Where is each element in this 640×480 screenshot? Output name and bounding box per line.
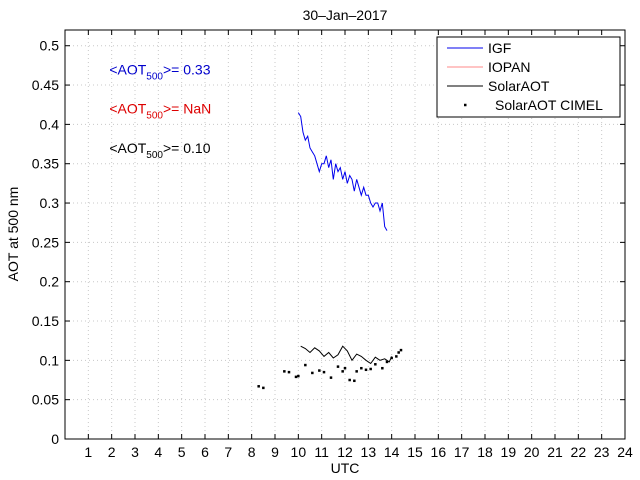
- annotation-prefix: <AOT: [109, 101, 146, 117]
- x-tick-label: 22: [571, 444, 587, 460]
- x-tick-label: 14: [384, 444, 400, 460]
- legend-label: SolarAOT CIMEL: [495, 97, 603, 113]
- annotation-subscript: 500: [146, 111, 163, 122]
- x-tick-label: 18: [477, 444, 493, 460]
- x-tick-label: 10: [291, 444, 307, 460]
- legend-box: [436, 36, 621, 118]
- legend-label: IOPAN: [488, 59, 531, 75]
- data-point: [343, 366, 347, 370]
- aot-annotation: <AOT500>= 0.33: [109, 61, 210, 82]
- y-tick-label: 0.35: [32, 156, 59, 172]
- y-axis-label: AOT at 500 nm: [5, 187, 21, 282]
- annotation-prefix: <AOT: [109, 140, 146, 156]
- data-point: [341, 370, 344, 373]
- data-point: [374, 363, 377, 366]
- x-tick-label: 2: [108, 444, 116, 460]
- annotation-value: >= NaN: [163, 101, 211, 117]
- legend-dot-swatch: [464, 103, 467, 107]
- x-tick-label: 24: [617, 444, 633, 460]
- annotations: <AOT500>= 0.33<AOT500>= NaN<AOT500>= 0.1…: [109, 61, 211, 161]
- chart-title: 30–Jan–2017: [303, 7, 388, 23]
- x-tick-label: 5: [178, 444, 186, 460]
- x-tick-label: 7: [224, 444, 232, 460]
- x-tick-label: 11: [314, 444, 329, 460]
- x-tick-label: 4: [154, 444, 162, 460]
- x-tick-label: 19: [501, 444, 517, 460]
- data-point: [287, 370, 291, 374]
- x-tick-label: 6: [201, 444, 209, 460]
- x-ticks: 1 2 3 4 5 6 7 8 9 10 11 12 13 14 15 16 17 18 19 20 21 22 23 24: [84, 30, 633, 460]
- x-tick-label: 20: [524, 444, 540, 460]
- data-point: [283, 370, 286, 373]
- data-point: [381, 366, 384, 370]
- legend-label: SolarAOT: [488, 78, 550, 94]
- x-tick-label: 1: [84, 444, 92, 460]
- x-tick-label: 17: [454, 444, 470, 460]
- y-tick-label: 0.25: [32, 234, 59, 250]
- y-tick-label: 0.15: [32, 313, 59, 329]
- data-point: [364, 368, 368, 372]
- x-tick-label: 16: [431, 444, 447, 460]
- data-point: [336, 365, 340, 368]
- x-tick-label: 23: [594, 444, 610, 460]
- data-point: [395, 355, 398, 358]
- annotation-subscript: 500: [146, 71, 163, 82]
- x-tick-label: 9: [271, 444, 279, 460]
- annotation-value: >= 0.10: [163, 140, 211, 156]
- data-point: [390, 356, 393, 360]
- y-tick-label: 0: [51, 431, 59, 447]
- data-point: [329, 376, 333, 379]
- data-point: [397, 351, 400, 354]
- data-point: [353, 379, 356, 383]
- data-point: [304, 363, 307, 367]
- data-point: [369, 367, 372, 371]
- annotation-prefix: <AOT: [109, 61, 146, 77]
- annotation-value: >= 0.33: [163, 61, 211, 77]
- y-tick-label: 0.1: [40, 352, 60, 368]
- series-line-3: [300, 345, 393, 365]
- data-point: [262, 386, 265, 390]
- data-point: [355, 370, 358, 373]
- x-tick-label: 3: [131, 444, 139, 460]
- y-tick-label: 0.5: [40, 38, 60, 54]
- data-point: [257, 385, 260, 388]
- aot-annotation: <AOT500>= 0.10: [109, 140, 210, 161]
- y-tick-label: 0.2: [40, 274, 60, 290]
- data-point: [297, 374, 300, 378]
- series-layer: [257, 112, 403, 390]
- series-line-1: [297, 112, 388, 231]
- x-tick-label: 8: [248, 444, 256, 460]
- y-tick-label: 0.3: [40, 195, 60, 211]
- y-tick-label: 0.4: [40, 116, 60, 132]
- y-ticks: 0 0.05 0.1 0.15 0.2 0.25 0.3 0.35 0.4 0.45 0.5: [32, 38, 625, 447]
- data-point: [385, 360, 389, 364]
- data-point: [360, 366, 363, 370]
- aot-annotation: <AOT500>= NaN: [109, 101, 211, 122]
- data-point: [294, 375, 298, 379]
- data-point: [399, 348, 403, 352]
- data-point: [318, 369, 321, 372]
- y-tick-label: 0.05: [32, 392, 59, 408]
- legend: IGF IOPAN SolarAOT SolarAOT CIMEL: [436, 36, 621, 118]
- x-tick-label: 13: [361, 444, 377, 460]
- annotation-subscript: 500: [146, 150, 163, 161]
- y-tick-label: 0.45: [32, 77, 59, 93]
- data-point: [348, 378, 351, 382]
- legend-label: IGF: [488, 40, 511, 56]
- x-tick-label: 15: [407, 444, 423, 460]
- data-point: [322, 370, 326, 374]
- x-axis-label: UTC: [331, 460, 360, 476]
- x-tick-label: 12: [337, 444, 353, 460]
- data-point: [311, 371, 314, 375]
- x-tick-label: 21: [547, 444, 563, 460]
